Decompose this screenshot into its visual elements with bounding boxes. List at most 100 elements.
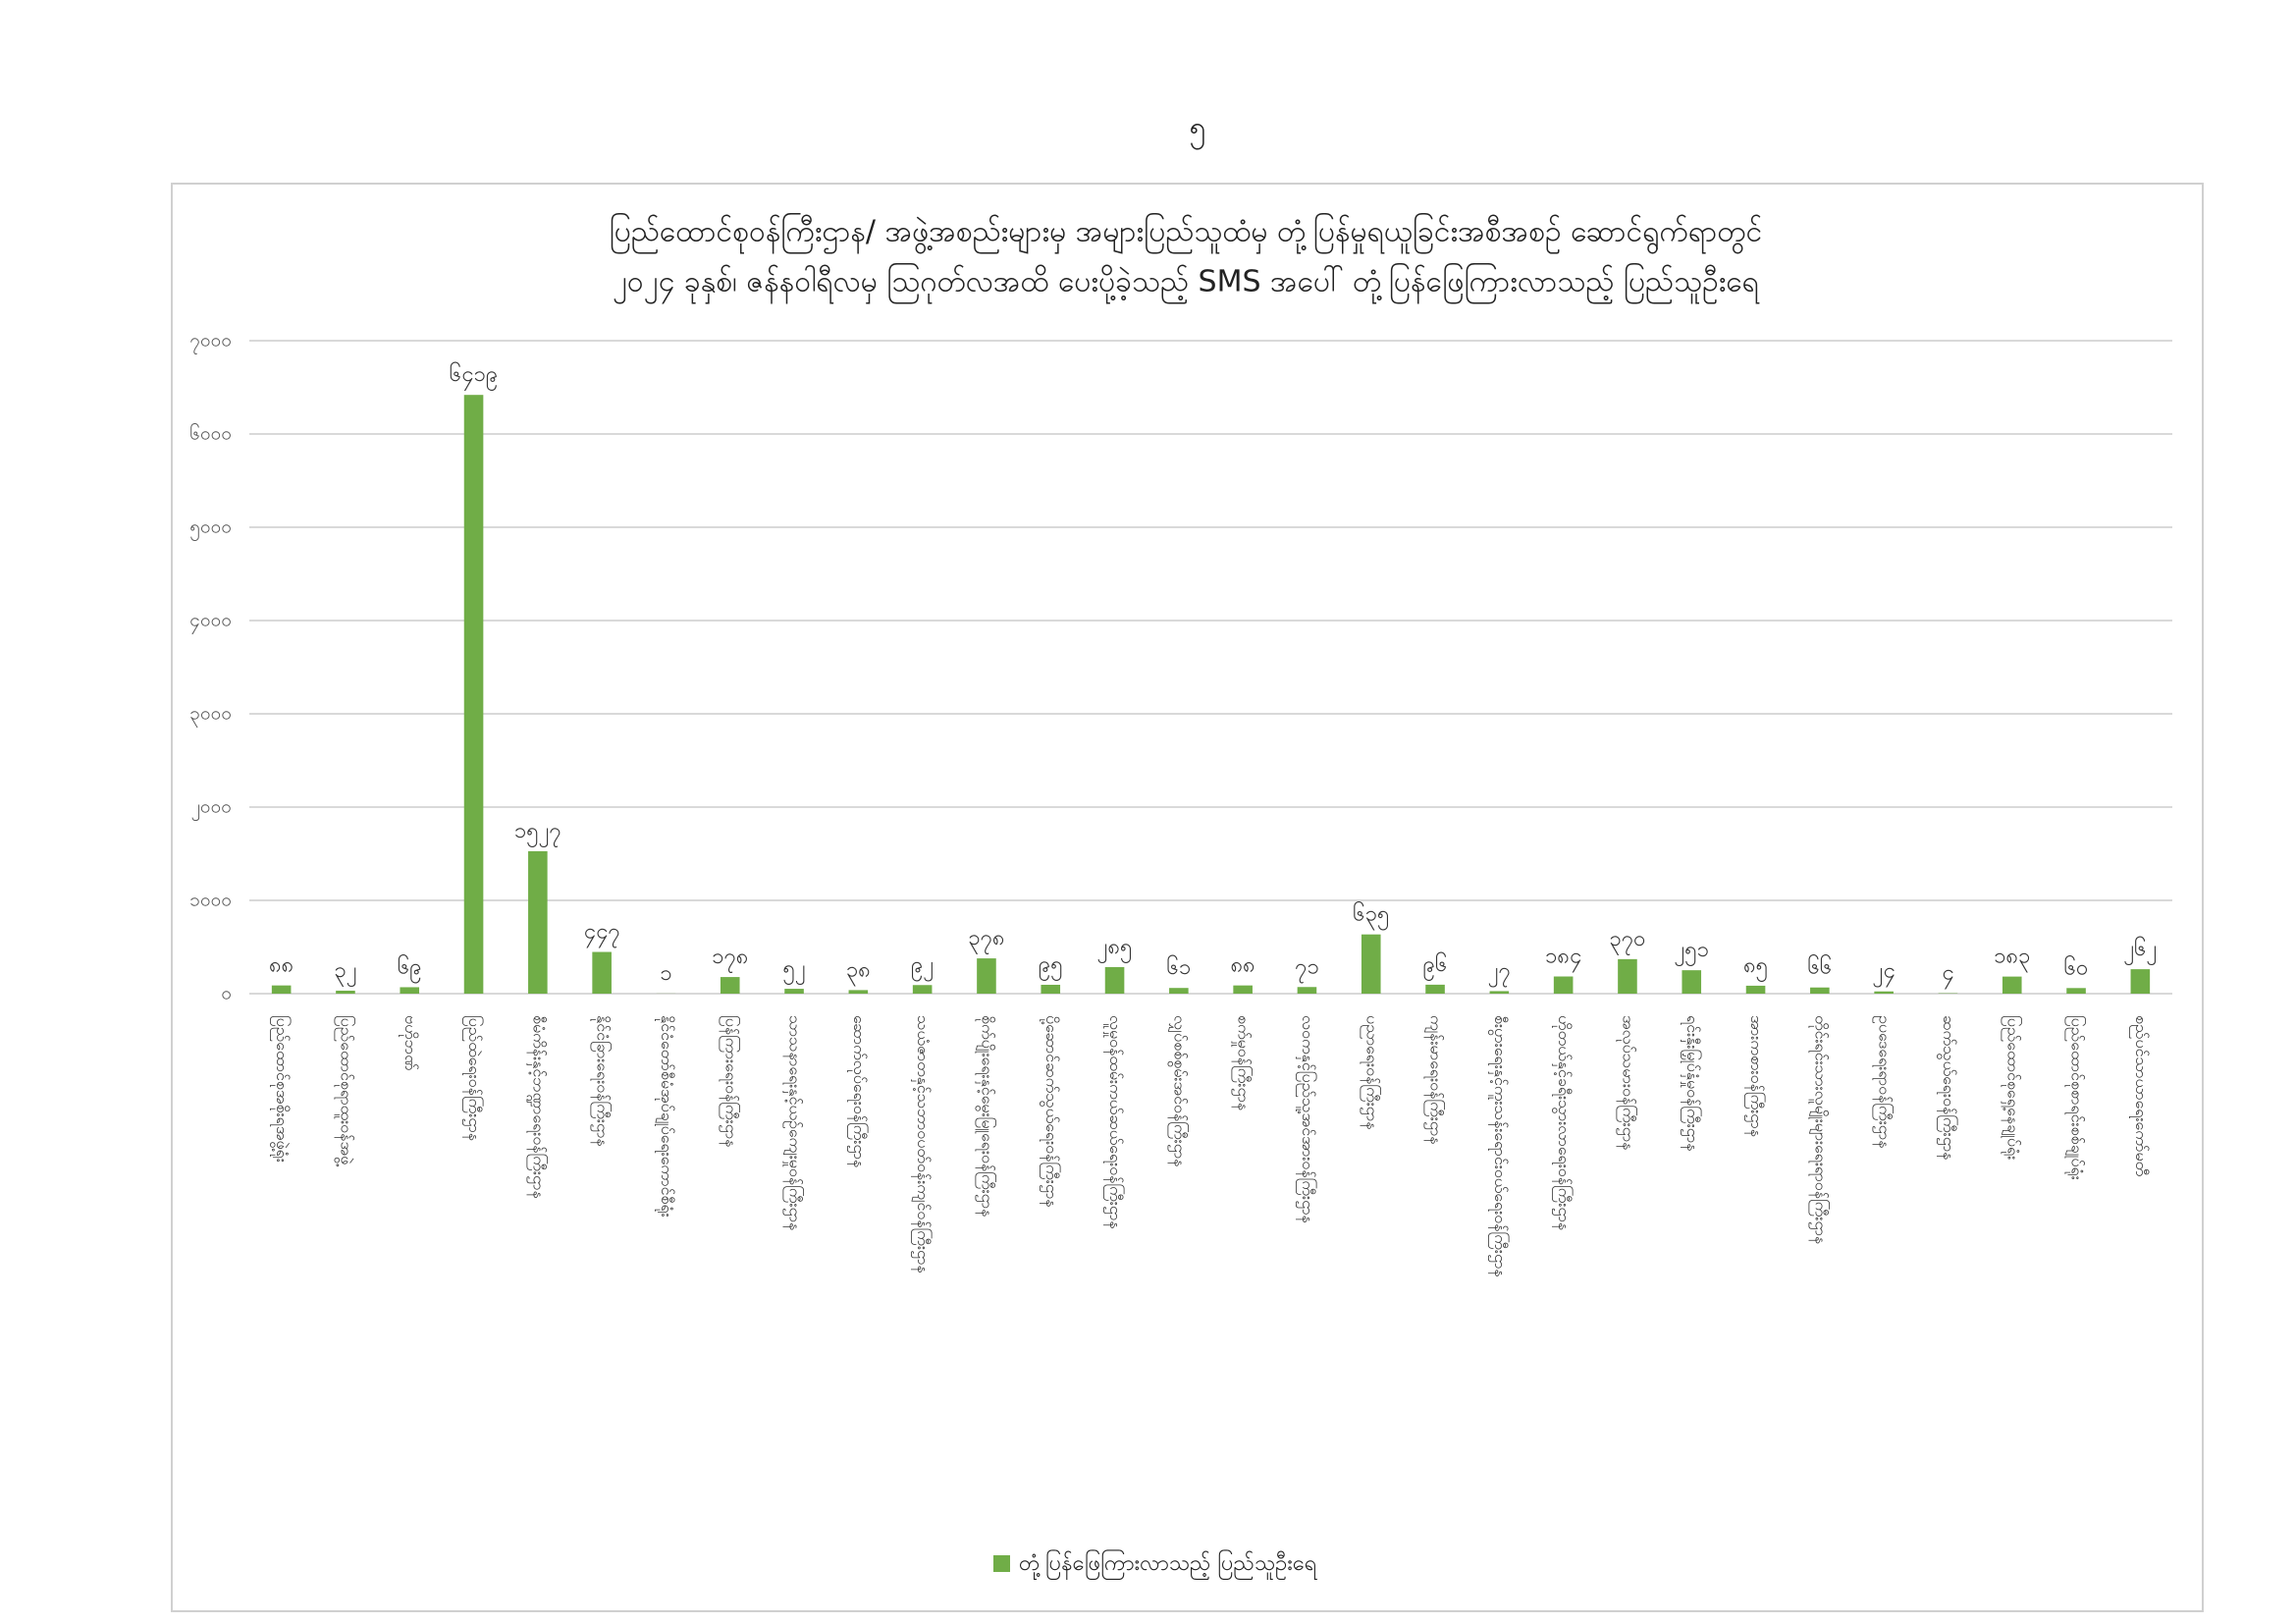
bar	[1104, 966, 1125, 994]
data-label: ၉၂	[911, 952, 934, 981]
bar	[1618, 958, 1637, 994]
bar	[1041, 984, 1061, 994]
bar	[1169, 988, 1189, 994]
data-label: ၈၈	[269, 953, 294, 978]
data-label: ၂၄	[1873, 959, 1896, 988]
data-label: ၆၁	[1166, 954, 1191, 980]
x-tick-label: စီမံကိန်းနှင့်ဘဏ္ဍာရေးဝန်ကြီးဌာန	[526, 1015, 548, 1199]
bar	[848, 990, 869, 994]
bar	[271, 985, 292, 994]
bar	[592, 951, 612, 994]
bar	[1810, 987, 1830, 994]
data-label: ၁၈၄	[1545, 945, 1581, 973]
data-label: ၃၂	[334, 958, 356, 987]
x-tick-label: ပြည်ထောင်စုအစိုးရအဖွဲ့ရုံး	[270, 1015, 292, 1163]
x-tick-label: ပို့ဆောင်ဆက်သွယ်ရေးဝန်ကြီးဌာန	[1040, 1015, 1061, 1208]
x-tick-label: စည်ပင်သာယာရေးကော်မတီ	[2129, 1015, 2151, 1177]
legend-label: တုံ့ပြန်ဖြေကြားလာသည့် ပြည်သူဦးရေ	[1019, 1549, 1317, 1580]
x-tick-label: လျှပ်စစ်စွမ်းအင်ဝန်ကြီးဌာန	[1167, 1015, 1189, 1166]
bar	[2130, 969, 2151, 994]
x-tick-label: သာသနာရေးနှင့်ယဉ်ကျေးမှုဝန်ကြီးဌာန	[783, 1015, 805, 1230]
data-label: ၉၅	[1039, 952, 1063, 981]
bar	[1233, 985, 1253, 994]
x-tick-label: စိုက်ပျိုးရေးနှင့်မွေးမြူရေးဝန်ကြီးဌာန	[975, 1015, 996, 1217]
x-tick-label: စက်မှုဝန်ကြီးဌာန	[1232, 1015, 1254, 1110]
x-tick-label: ပြည်ထောင်စုရှေ့နေချုပ်ရုံး	[2001, 1015, 2022, 1160]
data-label: ၆၆	[1807, 954, 1832, 980]
data-label: ၄၄၇	[584, 920, 620, 948]
data-label: ၁၇၈	[712, 945, 748, 973]
chart-title: ၂၀၂၄ ခုနှစ်၊ ဇန်နဝါရီလမှ ဩဂုတ်လအထိ ပေးပိ…	[613, 263, 1760, 305]
y-tick-label: ၆၀၀၀	[189, 422, 232, 445]
data-label: ၂၅၁	[1674, 938, 1709, 966]
y-tick-label: ၅၀၀၀	[189, 516, 232, 542]
x-tick-label: ဆက်သွယ်ရေးဝန်ကြီးဌာန	[1937, 1015, 1958, 1160]
x-tick-label: ပြည်ထောင်စုစာရင်းစစ်ချုပ်ရုံး	[2065, 1015, 2087, 1180]
data-label: ၇၁	[1295, 954, 1319, 983]
bar	[463, 395, 484, 994]
y-tick-label: ၇၀၀၀	[189, 330, 232, 355]
y-tick-label: ၂၀၀၀	[191, 796, 232, 822]
x-tick-label: သယံဇာတနှင့်သဘာဝပတ်ဝန်းကျင်ဝန်ကြီးဌာန	[911, 1015, 933, 1273]
x-tick-label: နိုင်ငံတော်စီမံအုပ်ချုပ်ရေးကောင်စီရုံး	[655, 1015, 676, 1218]
x-tick-label: ဥပဒေရေးရာဝန်ကြီးဌာန	[1873, 1015, 1895, 1149]
x-tick-label: ပညာရေးဝန်ကြီးဌာန	[1360, 1015, 1381, 1130]
x-tick-label: ကျန်းမာရေးဝန်ကြီးဌာန	[1424, 1015, 1446, 1145]
x-tick-label: အလုပ်သမားဝန်ကြီးဌာန	[1616, 1015, 1637, 1150]
data-label: ၃၇၈	[968, 926, 1004, 954]
bar	[1682, 970, 1702, 994]
legend-swatch	[993, 1555, 1010, 1572]
x-tick-label: ရင်းနှီးမြှုပ်နှံမှုဝန်ကြီးဌာန	[1681, 1015, 1702, 1152]
y-tick-label: ၀	[221, 983, 232, 1004]
data-label: ၆၄၁၉	[450, 361, 499, 391]
y-tick-label: ၄၀၀၀	[189, 610, 232, 635]
bar	[1553, 976, 1574, 994]
x-tick-label: ပြည်ထောင်စုရာထူးဝန်အဖွဲ့	[334, 1015, 355, 1167]
bar	[528, 850, 548, 994]
data-label: ၆၀	[2064, 954, 2089, 980]
bar	[1297, 987, 1317, 994]
x-tick-label: စီးပွားရေးနှင့်ကူးသန်းရောင်းဝယ်ရေးဝန်ကြီ…	[1488, 1015, 1510, 1277]
data-label: ၂၆၂	[2123, 936, 2157, 965]
bar	[1425, 984, 1445, 994]
data-label: ၆၃၅	[1353, 901, 1389, 931]
x-tick-label: တိုင်းရင်းသားလူမျိုးများရေးရာဝန်ကြီးဌာန	[1808, 1015, 1830, 1244]
x-tick-label: နိုင်ငံခြားရေးဝန်ကြီးဌာန	[591, 1015, 613, 1147]
bar	[336, 990, 355, 994]
bar	[1745, 985, 1766, 994]
data-label: ၁၈၃	[1994, 945, 2030, 973]
x-tick-label: ပြည်ထဲရေးဝန်ကြီးဌာန	[462, 1015, 484, 1141]
x-tick-label: ပြန်ကြားရေးဝန်ကြီးဌာန	[719, 1015, 740, 1147]
bar	[977, 958, 996, 994]
chart-title: ပြည်ထောင်စုဝန်ကြီးဌာန/ အဖွဲ့အစည်းများမှ …	[610, 213, 1762, 255]
bar	[2066, 988, 2086, 994]
data-label: ၄	[1942, 961, 1953, 990]
x-tick-label: ဗဟိုဘဏ်	[399, 1015, 420, 1071]
data-label: ၆၉	[398, 953, 422, 983]
data-label: ၈၅	[1743, 953, 1768, 982]
y-tick-label: ၁၀၀၀	[189, 890, 232, 911]
x-tick-label: ဟိုတယ်နှင့်ခရီးသွားလာရေးဝန်ကြီးဌာန	[1552, 1015, 1574, 1230]
bar	[1874, 991, 1894, 994]
data-label: ၃၇၀	[1609, 927, 1645, 955]
page-number: ၅	[1190, 111, 1206, 151]
data-label: ၅၂	[782, 956, 805, 985]
bar	[1489, 991, 1510, 994]
data-label: ၉၆	[1423, 951, 1448, 981]
data-label: ၁	[660, 961, 671, 986]
x-tick-label: လူမှုဝန်ထမ်းကယ်ဆယ်ရေးဝန်ကြီးဌာန	[1103, 1015, 1125, 1229]
data-label: ၃၈	[846, 957, 871, 986]
data-label: ၈၈	[1231, 953, 1255, 978]
x-tick-label: လဝကနှင့်ပြည်သူ့အင်အားဝန်ကြီးဌာန	[1296, 1015, 1317, 1223]
x-tick-label: ဆောက်လုပ်ရေးဝန်ကြီးဌာန	[847, 1015, 869, 1167]
chart-frame	[171, 183, 2204, 1612]
data-label: ၂၇	[1488, 958, 1511, 987]
y-tick-label: ၃၀၀၀	[189, 703, 232, 729]
data-label: ၂၈၅	[1097, 935, 1133, 963]
bar	[720, 977, 740, 994]
data-label: ၁၅၂၇	[514, 819, 561, 847]
bar	[912, 985, 933, 994]
bar	[400, 987, 420, 994]
x-tick-label: အားကစားဝန်ကြီးဌာန	[1744, 1015, 1766, 1137]
